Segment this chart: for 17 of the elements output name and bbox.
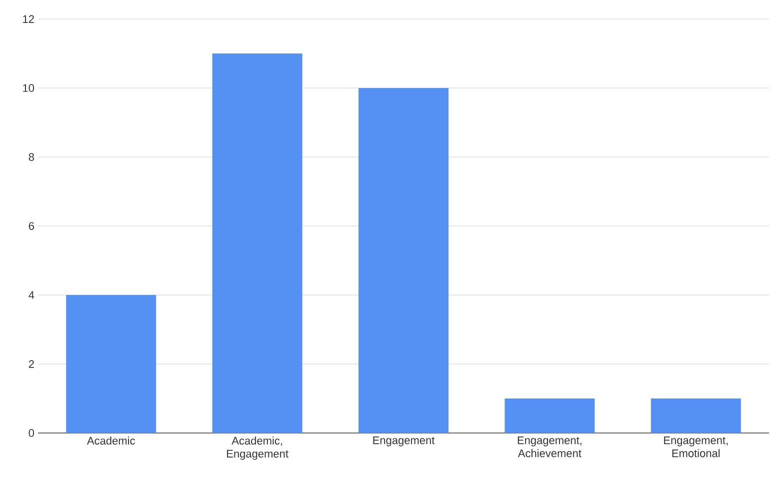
- x-tick-label: Academic: [86, 436, 135, 445]
- bar: [66, 295, 156, 433]
- y-tick-label: 2: [28, 360, 34, 368]
- y-tick-label: 10: [23, 84, 34, 92]
- bar: [212, 53, 302, 433]
- y-tick-label: 4: [28, 291, 34, 299]
- x-tick-label: Academic, Engagement: [227, 436, 288, 460]
- y-tick-label: 8: [28, 153, 34, 161]
- y-tick-label: 12: [23, 15, 34, 23]
- x-tick-label: Engagement, Emotional: [664, 436, 728, 458]
- bar: [504, 398, 595, 433]
- y-tick-label: 6: [28, 222, 34, 230]
- bar: [358, 88, 448, 433]
- bar: [650, 398, 741, 433]
- x-tick-label: Engagement, Achievement: [518, 436, 582, 458]
- x-tick-label: Engagement: [373, 436, 435, 446]
- y-tick-label: 0: [28, 429, 34, 437]
